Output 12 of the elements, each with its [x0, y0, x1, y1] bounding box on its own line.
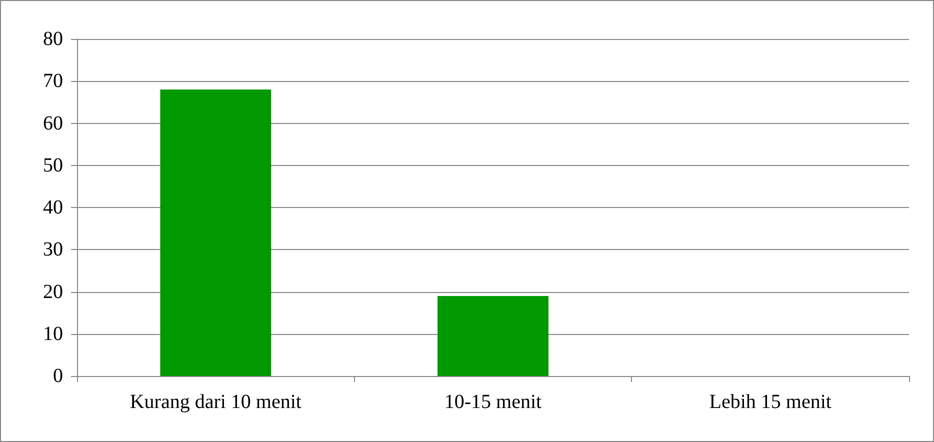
y-tick-label: 70 — [43, 70, 63, 92]
y-tick-label: 0 — [53, 365, 63, 387]
x-tick-label: Lebih 15 menit — [709, 391, 832, 413]
y-tick-label: 50 — [43, 154, 63, 176]
y-tick-label: 30 — [43, 238, 63, 261]
y-tick-label: 40 — [43, 196, 63, 218]
x-tick-label: Kurang dari 10 menit — [130, 391, 302, 413]
y-tick-label: 60 — [43, 112, 63, 134]
y-tick-label: 10 — [43, 322, 63, 345]
x-tick-label: 10-15 menit — [444, 391, 542, 413]
y-tick-label: 80 — [43, 28, 63, 50]
y-tick-label: 20 — [43, 280, 63, 303]
